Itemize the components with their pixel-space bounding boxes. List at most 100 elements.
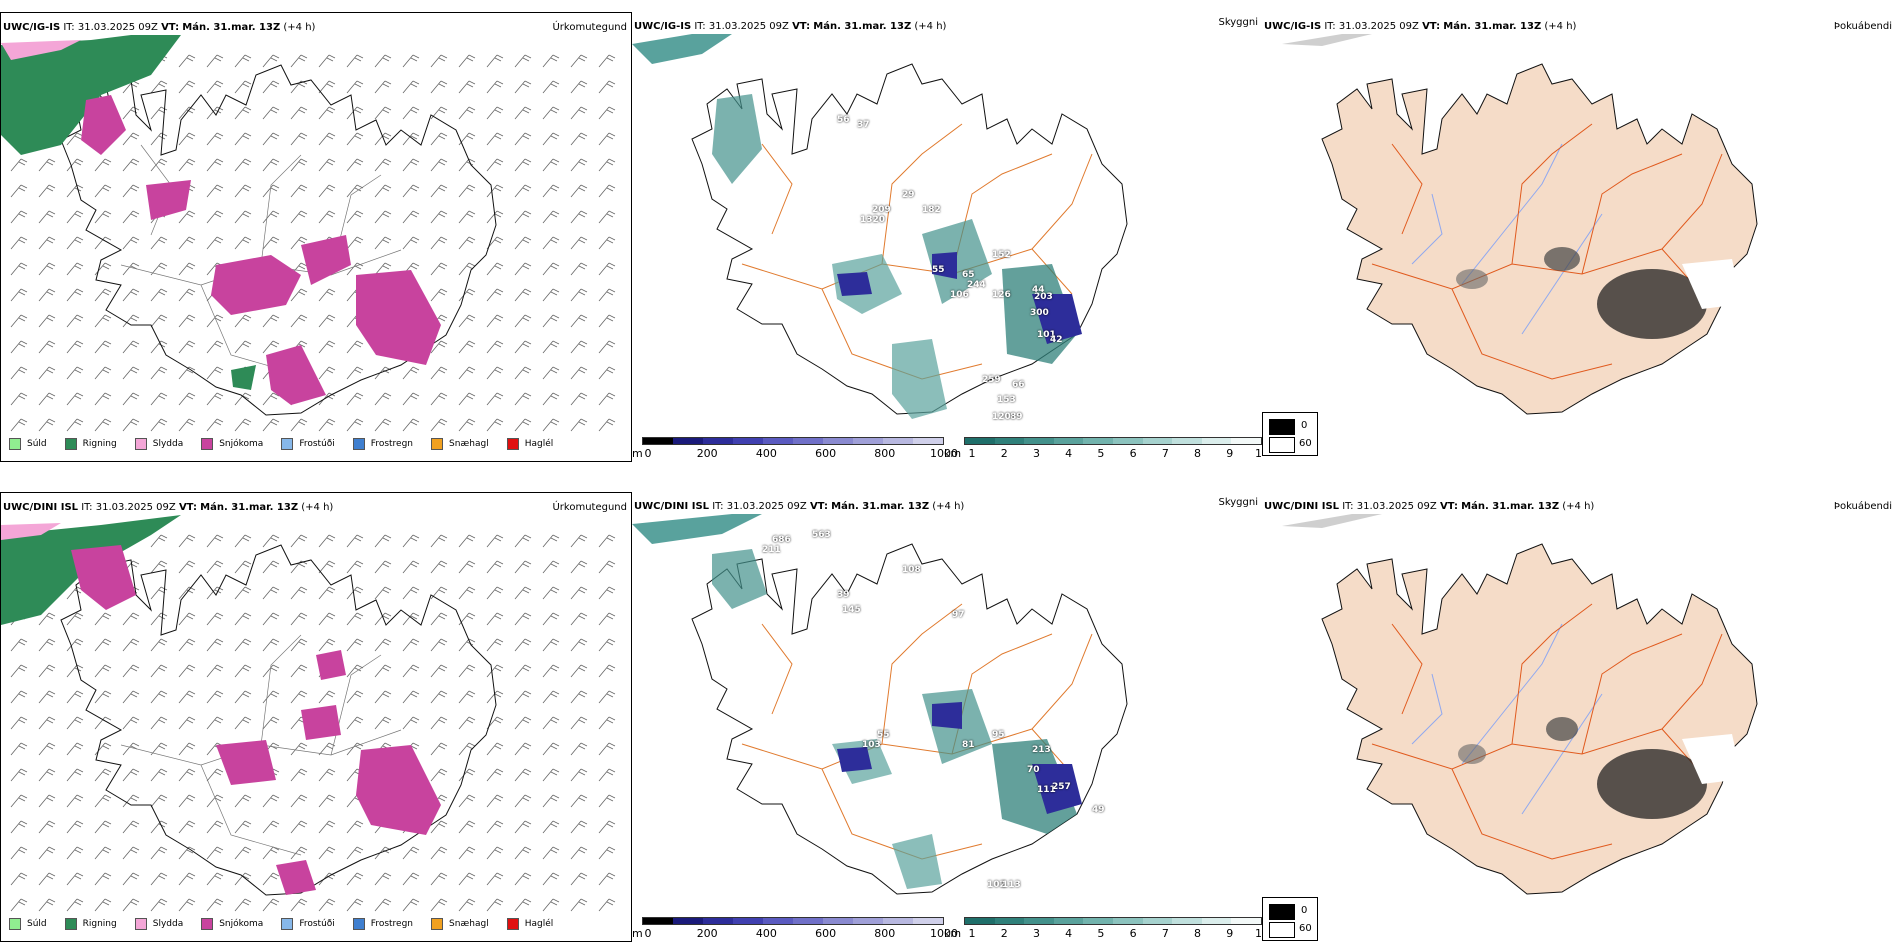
- wind-barb: [542, 132, 560, 146]
- wind-barb: [122, 392, 140, 406]
- wind-barb: [598, 158, 616, 172]
- wind-barb: [262, 184, 280, 198]
- colorbar-segment: [853, 438, 883, 444]
- wind-barb: [234, 534, 252, 548]
- wind-barb: [234, 54, 252, 68]
- wind-barb: [206, 314, 224, 328]
- wind-barb: [598, 54, 616, 68]
- legend-swatch: [506, 438, 519, 450]
- wind-barb: [262, 846, 280, 860]
- wind-barb: [206, 54, 224, 68]
- wind-barb: [486, 690, 504, 704]
- panel-header: UWC/IG-IS IT: 31.03.2025 09Z VT: Mán. 31…: [1264, 21, 1576, 32]
- wind-barb: [178, 54, 196, 68]
- colorbar-segment: [823, 438, 853, 444]
- wind-barb: [234, 612, 252, 626]
- wind-barb: [514, 340, 532, 354]
- model-name: UWC/IG-IS: [3, 22, 61, 33]
- valid-time: Mán. 31.mar. 13Z: [1461, 501, 1560, 512]
- wind-barb: [570, 418, 588, 432]
- cloud-base-value: 244: [967, 280, 986, 290]
- wind-barb: [66, 872, 84, 886]
- wind-barb: [430, 768, 448, 782]
- wind-barb: [458, 794, 476, 808]
- wind-barb: [430, 872, 448, 886]
- wind-barb: [94, 288, 112, 302]
- wind-barb: [598, 638, 616, 652]
- colorbar-segment: [1142, 438, 1173, 444]
- wind-barb: [318, 418, 336, 432]
- wind-barb: [346, 560, 364, 574]
- precip-type-panel-1: UWC/IG-IS IT: 31.03.2025 09Z VT: Mán. 31…: [0, 12, 632, 462]
- wind-barb: [514, 262, 532, 276]
- precip-legend: Súld Rigning Slydda Snjókoma Frostúði Fr…: [9, 438, 571, 450]
- wind-barb: [570, 742, 588, 756]
- wind-barb: [122, 366, 140, 380]
- wind-barb: [206, 612, 224, 626]
- wind-barb: [122, 638, 140, 652]
- wind-barb: [38, 288, 56, 302]
- wind-barb: [262, 690, 280, 704]
- wind-barb: [290, 612, 308, 626]
- wind-barb: [598, 690, 616, 704]
- colorbar-segment: [994, 438, 1025, 444]
- wind-barb: [374, 534, 392, 548]
- wind-barb: [598, 898, 616, 912]
- wind-barb: [94, 184, 112, 198]
- colorbar-segment: [994, 918, 1025, 924]
- wind-barb: [206, 898, 224, 912]
- wind-barb: [94, 158, 112, 172]
- init-time: IT: 31.03.2025 09Z: [63, 22, 158, 33]
- init-time: IT: 31.03.2025 09Z: [1324, 21, 1419, 32]
- wind-barb: [542, 106, 560, 120]
- wind-barb: [486, 184, 504, 198]
- wind-barb: [430, 132, 448, 146]
- wind-barb: [262, 392, 280, 406]
- wind-barb: [570, 690, 588, 704]
- cloud-base-value: 211: [762, 545, 781, 555]
- cloud-base-value: 113: [1002, 880, 1021, 890]
- wind-barb: [38, 612, 56, 626]
- wind-barb: [122, 794, 140, 808]
- wind-barb: [598, 418, 616, 432]
- wind-barb: [346, 106, 364, 120]
- legend-swatch: [201, 438, 214, 450]
- white-region: [1682, 734, 1742, 784]
- wind-barb: [178, 262, 196, 276]
- wind-barb: [486, 898, 504, 912]
- wind-barb: [598, 80, 616, 94]
- teal-cloud-5: [892, 834, 942, 889]
- wind-barb: [178, 716, 196, 730]
- legend-swatch: [9, 918, 21, 930]
- fog-key: 0 60: [1262, 412, 1318, 456]
- wind-barb: [206, 716, 224, 730]
- wind-barb: [122, 898, 140, 912]
- wind-barb: [402, 392, 420, 406]
- wind-barb: [206, 872, 224, 886]
- wind-barb: [206, 132, 224, 146]
- wind-barb: [262, 664, 280, 678]
- wind-barb: [206, 236, 224, 250]
- wind-barb: [486, 560, 504, 574]
- colorbar-segment: [883, 918, 913, 924]
- snow-area-1: [81, 95, 126, 155]
- wind-barb: [542, 846, 560, 860]
- wind-barb: [262, 794, 280, 808]
- wind-barb: [290, 586, 308, 600]
- wind-barb: [458, 664, 476, 678]
- colorbar-segment: [1112, 438, 1143, 444]
- wind-barb: [346, 210, 364, 224]
- wind-barb: [514, 872, 532, 886]
- wind-barb: [318, 690, 336, 704]
- wind-barb: [66, 716, 84, 730]
- wind-barb: [374, 664, 392, 678]
- colorbar-segment: [965, 438, 995, 444]
- wind-barb: [66, 586, 84, 600]
- wind-barb: [290, 638, 308, 652]
- legend-item-haglel: Haglél: [506, 918, 553, 930]
- roads-red: [1371, 603, 1723, 860]
- colorbar-tick: 1: [968, 447, 976, 460]
- fog-key: 0 60: [1262, 897, 1318, 941]
- wind-barb: [150, 664, 168, 678]
- cloud-base-value: 37: [857, 120, 870, 130]
